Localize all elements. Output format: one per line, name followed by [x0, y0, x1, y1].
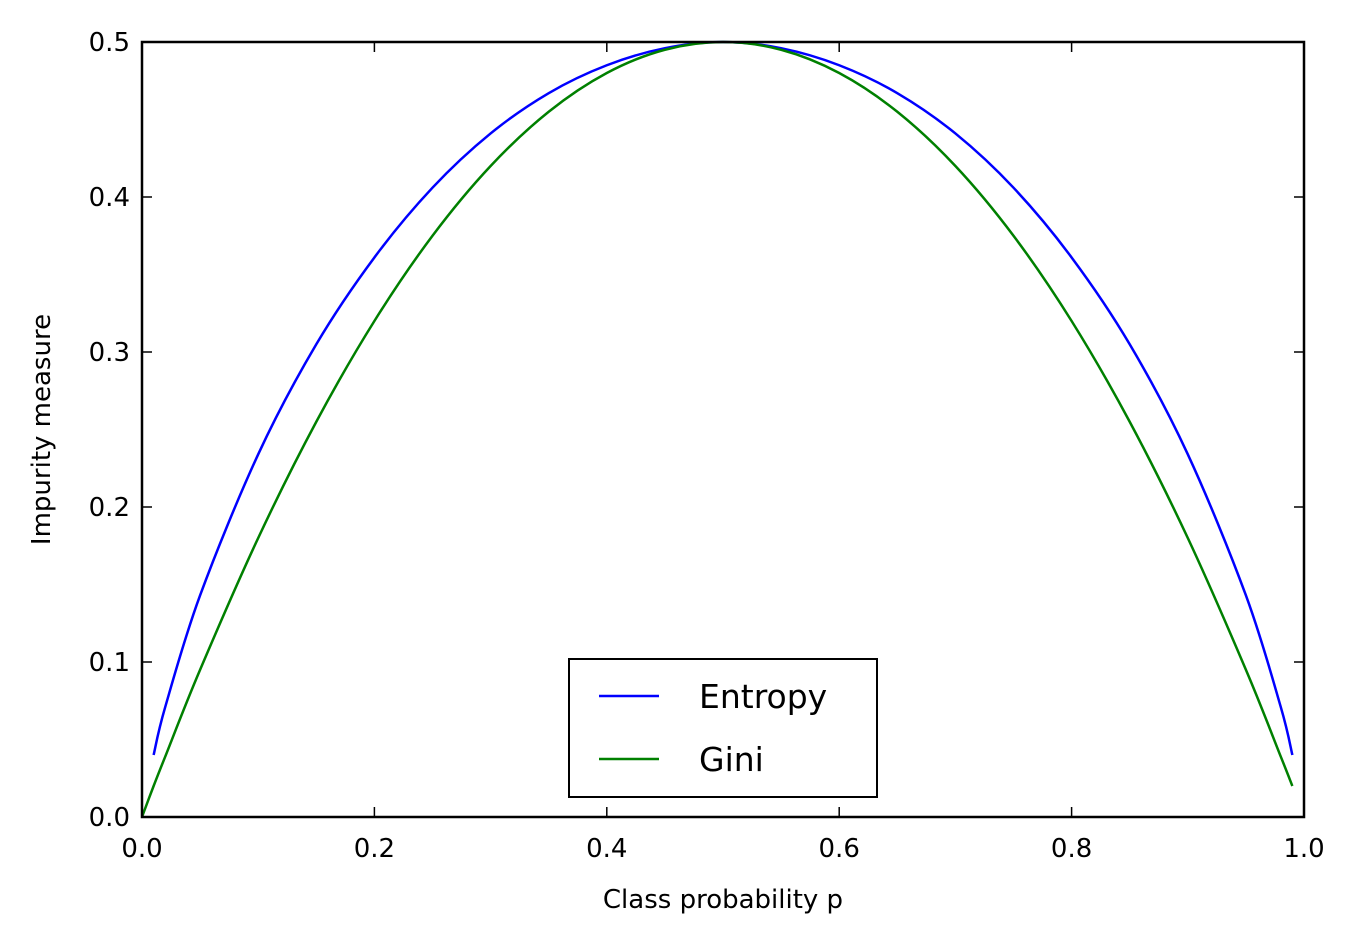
y-tick-label: 0.1 [89, 648, 130, 678]
tick-layer: 0.0 0.2 0.4 0.6 0.8 1.0 0.0 0.1 0.2 0.3 0.4 0.5 [89, 28, 1325, 864]
y-tick-label: 0.0 [89, 803, 130, 833]
x-tick-label: 0.4 [586, 834, 627, 864]
x-tick-label: 0.2 [354, 834, 395, 864]
legend: Entropy Gini [568, 658, 878, 798]
y-tick-label: 0.2 [89, 493, 130, 523]
y-tick-label: 0.5 [89, 28, 130, 58]
y-tick-label: 0.3 [89, 338, 130, 368]
legend-box [568, 658, 878, 798]
x-tick-label: 0.6 [819, 834, 860, 864]
y-axis-label: Impurity measure [27, 314, 57, 545]
plot-frame [140, 40, 1306, 819]
x-tick-label: 0.8 [1051, 834, 1092, 864]
x-tick-label: 1.0 [1283, 834, 1324, 864]
series-line-gini [140, 40, 1294, 818]
x-axis-label: Class probability p [603, 885, 843, 915]
legend-label-gini: Gini [699, 740, 764, 779]
x-tick-label: 0.0 [121, 834, 162, 864]
legend-label-entropy: Entropy [699, 677, 827, 716]
y-tick-label: 0.4 [89, 183, 130, 213]
